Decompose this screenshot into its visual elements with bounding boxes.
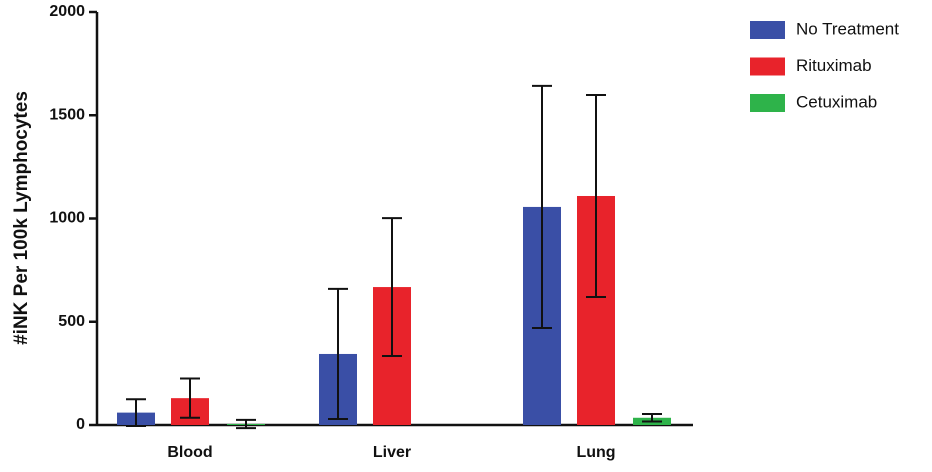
error-bar <box>236 418 256 430</box>
x-tick-label: Blood <box>167 444 212 461</box>
legend-swatch <box>750 21 785 39</box>
y-tick-label: 2000 <box>49 3 85 20</box>
legend-swatch <box>750 57 785 76</box>
error-bar <box>126 398 146 428</box>
error-bar <box>532 84 552 329</box>
y-axis-label: #iNK Per 100k Lymphocytes <box>11 91 32 345</box>
legend-label: Rituximab <box>796 56 872 75</box>
error-bar <box>586 94 606 298</box>
error-bar <box>642 413 662 423</box>
legend-swatch <box>750 94 785 112</box>
legend-label: No Treatment <box>796 19 899 38</box>
x-tick-label: Liver <box>373 444 411 461</box>
y-tick-label: 500 <box>58 313 85 330</box>
y-tick-label: 0 <box>76 416 85 433</box>
y-tick-label: 1000 <box>49 210 85 227</box>
error-bar <box>328 287 348 421</box>
error-bar <box>382 217 402 358</box>
error-bar <box>180 377 200 419</box>
x-tick-label: Lung <box>576 444 615 461</box>
y-tick-label: 1500 <box>49 106 85 123</box>
legend-label: Cetuximab <box>796 92 877 111</box>
